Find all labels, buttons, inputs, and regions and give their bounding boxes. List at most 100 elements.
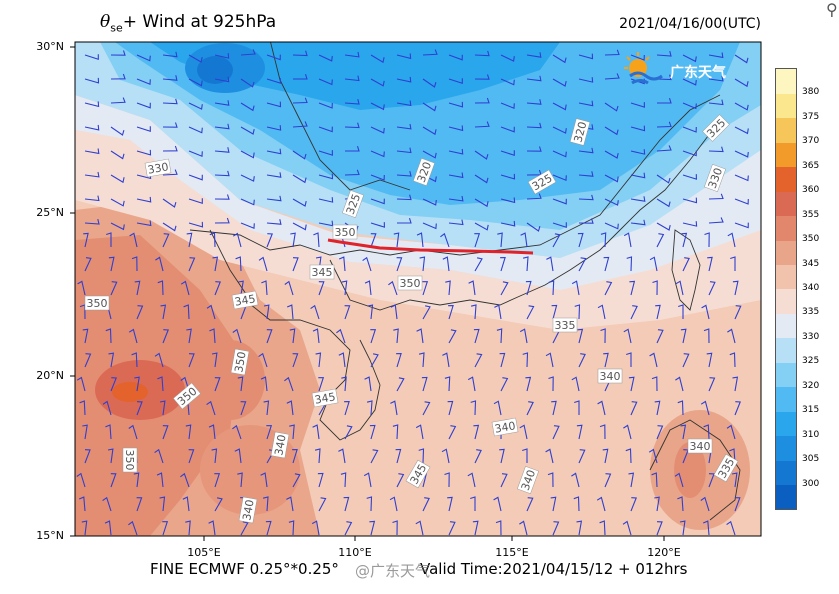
wind-barb (292, 50, 308, 57)
wind-barb (732, 280, 739, 296)
wind-barb (84, 171, 100, 178)
wind-barb (266, 101, 282, 108)
wind-barb (656, 425, 664, 440)
wind-barb (188, 126, 203, 134)
wind-barb (110, 73, 126, 80)
svg-text:340: 340 (690, 440, 711, 453)
wind-barb (260, 472, 268, 488)
wind-barb (364, 376, 372, 392)
wind-barb (235, 256, 242, 272)
wind-barb (548, 376, 554, 392)
wind-barb (499, 352, 506, 368)
wind-barb (292, 449, 298, 464)
wind-barb (597, 304, 606, 320)
colorbar-tick-label: 315 (802, 405, 820, 416)
wind-barb (499, 448, 505, 464)
wind-barb (344, 122, 360, 129)
wind-barb (136, 149, 152, 156)
wind-barb (188, 102, 203, 110)
wind-barb (102, 400, 112, 416)
colorbar-tick-label: 325 (802, 356, 820, 367)
colorbar-segment (776, 289, 796, 314)
wind-barb (314, 448, 321, 464)
wind-barb (110, 222, 125, 231)
wind-barb (396, 170, 412, 177)
wind-barb (467, 376, 476, 392)
wind-barb (131, 256, 138, 272)
wind-barb (240, 78, 255, 88)
wind-barb (84, 195, 100, 202)
wind-barb (571, 472, 580, 488)
contour-label: 350 (230, 348, 250, 376)
wind-barb (654, 400, 661, 416)
colorbar-tick-label: 330 (802, 331, 820, 342)
wind-barb (525, 280, 532, 296)
wind-barb (107, 448, 114, 464)
wind-barb (110, 281, 118, 296)
search-icon[interactable]: ⚲ (826, 0, 838, 19)
wind-barb (284, 376, 294, 392)
wind-barb (552, 425, 560, 440)
wind-barb (520, 232, 528, 248)
wind-barb (604, 281, 613, 296)
colorbar-tick-label: 360 (802, 185, 820, 196)
wind-barb (81, 520, 88, 536)
contour-label: 325 (702, 114, 730, 142)
wind-barb (519, 520, 528, 536)
wind-barb (603, 256, 610, 272)
wind-barb (162, 329, 169, 344)
wind-barb (418, 352, 425, 368)
wind-barb (292, 150, 307, 160)
wind-barb (214, 473, 221, 488)
wind-barb (159, 496, 166, 512)
wind-barb (344, 169, 360, 176)
wind-barb (623, 328, 632, 344)
wind-barb (578, 257, 587, 272)
wind-barb (422, 126, 437, 136)
wind-barb (422, 198, 437, 206)
wind-barb (551, 304, 558, 320)
wind-barb (734, 54, 749, 64)
wind-barb (573, 496, 580, 512)
wind-barb (657, 98, 672, 104)
wind-barb (441, 448, 450, 464)
wind-barb (448, 329, 457, 344)
wind-barb (677, 400, 684, 416)
wind-barb (84, 124, 100, 131)
valid-datetime: 2021/04/16/00(UTC) (619, 16, 761, 32)
wind-barb (82, 424, 88, 440)
wind-barb (162, 51, 178, 58)
wind-barb (578, 449, 586, 464)
wind-barb (656, 198, 671, 208)
wind-barb (625, 448, 632, 464)
wind-barb (526, 497, 534, 512)
wind-barb (526, 99, 542, 105)
wind-barb (422, 281, 429, 296)
wind-barb (369, 424, 376, 440)
lon-label-105: 105°E (187, 546, 221, 559)
wind-barb (727, 232, 736, 248)
wind-barb (318, 78, 333, 86)
wind-barb (474, 97, 490, 104)
colorbar-segment (776, 386, 796, 412)
colorbar-segment (776, 264, 796, 290)
wind-barb (157, 280, 164, 296)
wind-barb (312, 424, 320, 440)
wind-barb (578, 353, 586, 368)
wind-barb (396, 377, 405, 392)
wind-barb (370, 233, 377, 248)
wind-barb (79, 400, 86, 416)
colorbar-segment (776, 142, 796, 168)
wind-barb (526, 52, 542, 58)
wind-barb (604, 174, 619, 183)
wind-barb (370, 54, 385, 64)
wind-barb (604, 150, 619, 159)
wind-barb (500, 281, 509, 296)
wind-barb (369, 520, 376, 536)
colorbar-segment (776, 240, 796, 266)
wind-barb (154, 448, 164, 464)
wind-barb (656, 145, 672, 152)
wind-barb (474, 353, 483, 368)
wind-barb (630, 219, 646, 226)
wind-barb (444, 472, 450, 488)
